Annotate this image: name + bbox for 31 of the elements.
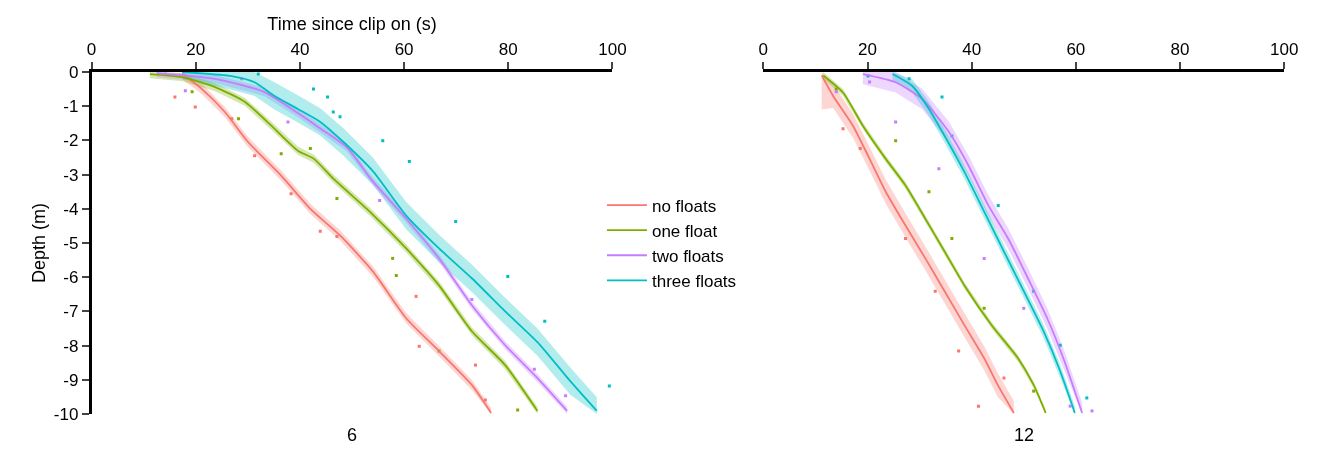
legend-label: three floats <box>651 271 737 291</box>
y-tick-label: -2 <box>63 131 79 151</box>
legend-label: one float <box>651 221 718 241</box>
x-tick-label: 60 <box>1066 40 1086 60</box>
y-axis-title: Depth (m) <box>29 202 50 284</box>
y-tick-label: -10 <box>53 404 79 424</box>
legend-label: two floats <box>651 246 724 266</box>
y-tick-label: -1 <box>63 97 79 117</box>
y-tick-label: -9 <box>63 370 79 390</box>
x-tick-label: 0 <box>758 40 769 60</box>
x-axis-title: Time since clip on (s) <box>267 13 437 34</box>
y-tick-label: 0 <box>68 62 79 82</box>
x-tick-label: 40 <box>962 40 982 60</box>
y-tick-label: -3 <box>63 165 79 185</box>
x-tick-label: 40 <box>290 40 310 60</box>
x-tick-label: 100 <box>1270 40 1299 60</box>
y-tick-label: -6 <box>63 268 79 288</box>
y-tick-label: -5 <box>63 233 79 253</box>
x-tick-label: 100 <box>598 40 627 60</box>
text: 12 <box>1014 425 1035 445</box>
x-tick-label: 80 <box>498 40 518 60</box>
x-tick-label: 80 <box>1170 40 1190 60</box>
x-tick-label: 60 <box>394 40 414 60</box>
x-tick-label: 20 <box>858 40 877 60</box>
legend-label: no floats <box>651 196 717 216</box>
text: 6 <box>347 425 358 445</box>
x-tick-label: 20 <box>186 40 206 60</box>
y-tick-label: -8 <box>63 336 79 356</box>
y-tick-label: -7 <box>63 302 79 322</box>
x-tick-label: 0 <box>86 40 97 60</box>
y-tick-label: -4 <box>63 199 79 219</box>
